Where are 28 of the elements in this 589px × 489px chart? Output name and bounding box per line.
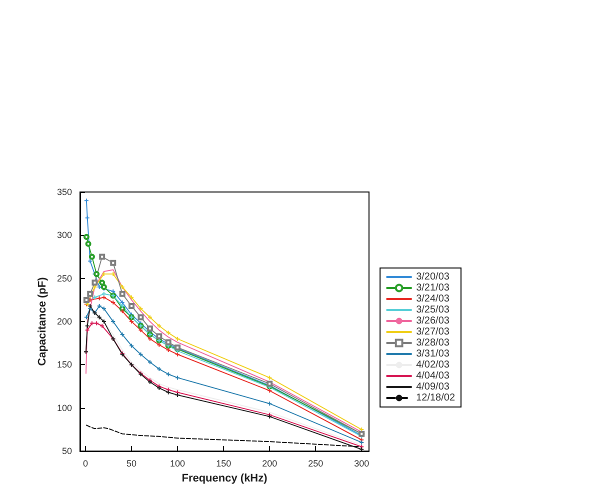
legend-label: 4/04/03 xyxy=(416,370,450,382)
legend-label: 3/20/03 xyxy=(416,272,450,282)
x-tick-label: 300 xyxy=(354,458,370,469)
y-tick-label: 50 xyxy=(62,446,72,456)
x-tick-label: 100 xyxy=(170,458,186,469)
x-tick-label: 150 xyxy=(216,458,232,469)
y-tick-label: 300 xyxy=(56,230,72,240)
y-tick-label: 250 xyxy=(56,273,72,284)
y-tick-label: 150 xyxy=(56,360,72,370)
legend-label: 12/18/02 xyxy=(416,392,456,404)
y-tick-label: 100 xyxy=(56,402,72,413)
legend-label: 3/27/03 xyxy=(416,326,450,338)
y-tick-label: 350 xyxy=(56,187,72,197)
x-tick-label: 200 xyxy=(262,458,278,469)
legend-label: 3/28/03 xyxy=(416,338,450,348)
legend-label: 3/31/03 xyxy=(416,348,450,360)
legend-label: 3/24/03 xyxy=(416,294,450,304)
x-axis-title: Frequency (kHz) xyxy=(182,472,268,484)
x-tick-label: 0 xyxy=(83,458,88,469)
legend-label: 3/21/03 xyxy=(416,282,450,294)
legend-label: 3/25/03 xyxy=(416,304,450,316)
legend-label: 3/26/03 xyxy=(416,316,450,326)
legend-label: 4/09/03 xyxy=(416,382,450,392)
legend-label: 4/02/03 xyxy=(416,360,450,370)
x-tick-label: 50 xyxy=(126,458,137,469)
x-tick-label: 250 xyxy=(308,458,324,469)
y-axis-title: Capacitance (pF) xyxy=(36,276,48,366)
y-tick-label: 200 xyxy=(56,316,72,327)
